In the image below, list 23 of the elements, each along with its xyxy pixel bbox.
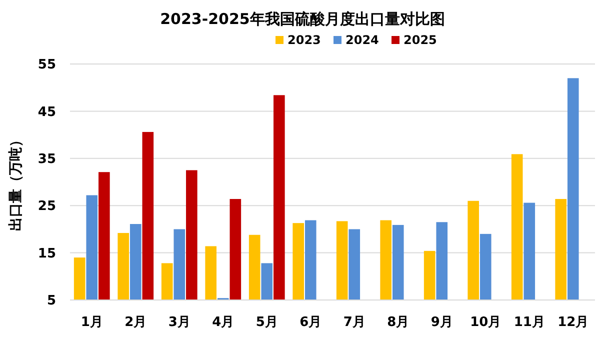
legend-label: 2024 xyxy=(346,33,379,47)
y-axis-title: 出口量（万吨） xyxy=(8,133,24,231)
x-tick-label: 11月 xyxy=(514,315,545,330)
y-tick-label: 35 xyxy=(38,152,56,167)
x-tick-label: 2月 xyxy=(124,315,147,330)
x-tick-label: 4月 xyxy=(212,315,234,330)
x-tick-label: 1月 xyxy=(80,315,103,330)
x-tick-label: 12月 xyxy=(558,315,589,330)
x-tick-label: 9月 xyxy=(430,315,453,330)
chart-title: 2023-2025年我国硫酸月度出口量对比图 xyxy=(160,10,445,28)
x-tick-label: 5月 xyxy=(256,315,278,330)
y-tick-label: 5 xyxy=(46,294,56,309)
x-tick-label: 3月 xyxy=(168,315,190,330)
legend-label: 2023 xyxy=(288,33,321,47)
x-tick-label: 10月 xyxy=(470,315,502,330)
x-tick-label: 8月 xyxy=(387,315,410,330)
x-tick-label: 6月 xyxy=(300,315,322,330)
x-tick-label: 7月 xyxy=(343,315,366,330)
y-tick-label: 15 xyxy=(38,246,56,262)
legend-label: 2025 xyxy=(404,33,437,47)
y-tick-label: 55 xyxy=(38,58,56,73)
y-tick-label: 25 xyxy=(38,199,56,214)
y-tick-label: 45 xyxy=(38,104,56,120)
